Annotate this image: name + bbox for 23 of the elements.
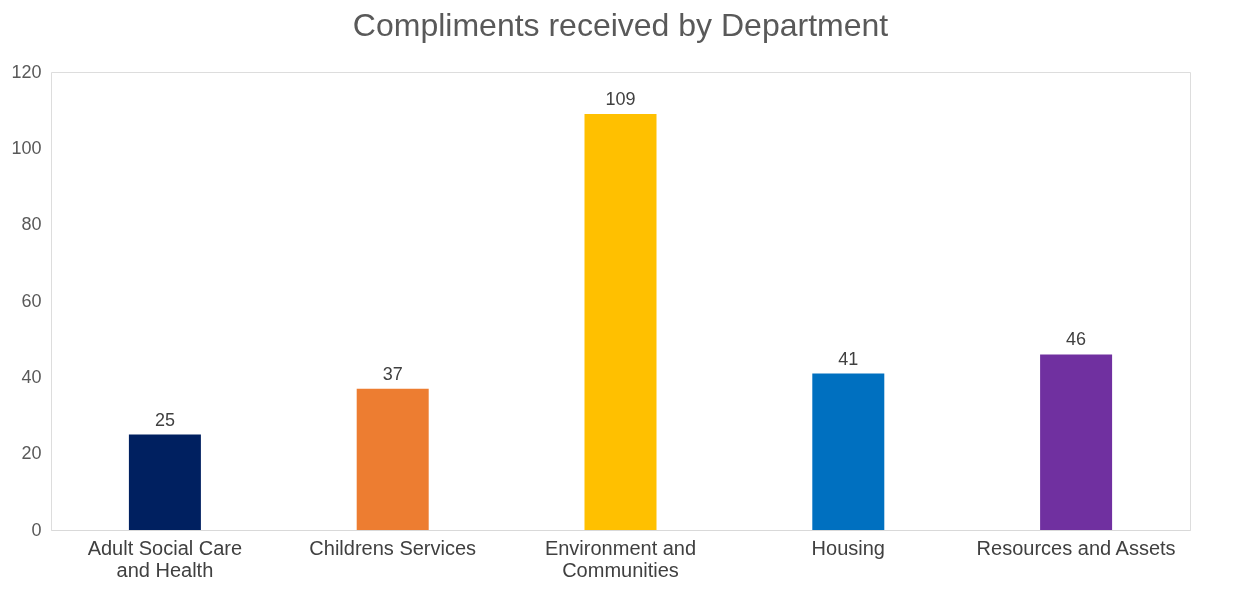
y-tick-label: 40: [21, 366, 42, 387]
chart-title: Compliments received by Department: [352, 7, 889, 43]
y-tick-label: 80: [21, 214, 42, 235]
data-label: 37: [382, 363, 403, 384]
data-label: 46: [1066, 329, 1087, 350]
bar: [1040, 354, 1113, 530]
x-tick-label: Environment and Communities: [544, 536, 697, 581]
x-tick-label: Resources and Assets: [976, 536, 1176, 559]
y-tick-label: 60: [21, 290, 42, 311]
y-tick-label: 0: [31, 519, 42, 540]
x-tick-label: Childrens Services: [309, 536, 477, 559]
bar: [128, 434, 201, 530]
data-label: 109: [605, 88, 636, 109]
x-tick-label: Adult Social Care and Health: [87, 536, 243, 581]
y-tick-label: 20: [21, 443, 42, 464]
bar: [812, 373, 885, 530]
bar: [356, 388, 429, 530]
data-label: 41: [838, 348, 859, 369]
y-tick-label: 120: [11, 61, 42, 82]
x-tick-label: Housing: [811, 536, 885, 559]
bar: [584, 113, 657, 530]
data-label: 25: [154, 409, 175, 430]
y-tick-label: 100: [11, 137, 42, 158]
